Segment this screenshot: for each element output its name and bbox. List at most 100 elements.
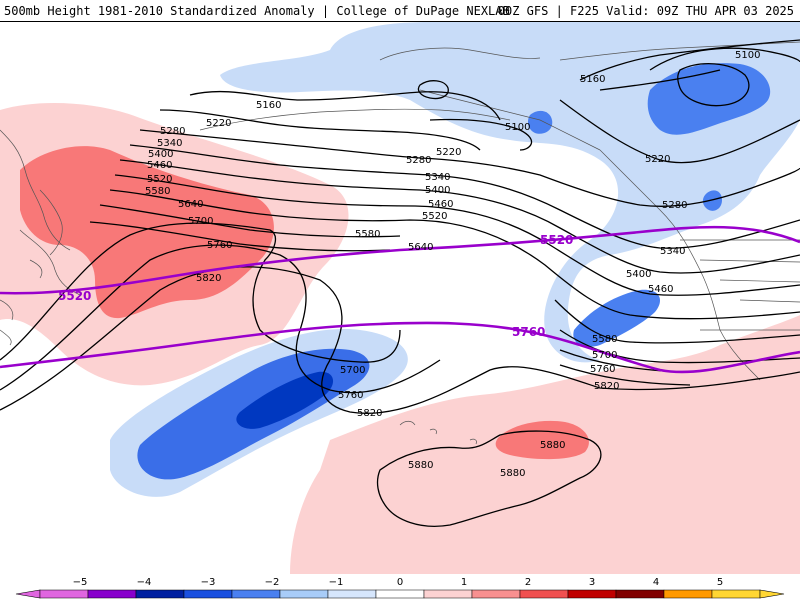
- contour-label: 5700: [340, 365, 365, 376]
- contour-5160: [189, 39, 800, 121]
- colorbar-tick-label: −5: [73, 577, 88, 588]
- contour-label: 5460: [648, 284, 673, 295]
- contour-label-layer: 5160 5160 5100 5100 5220 5220 5220 5280 …: [145, 50, 760, 479]
- japan-coast: [29, 189, 63, 279]
- contour-label: 5820: [357, 408, 382, 419]
- contour-label: 5100: [505, 122, 530, 133]
- colorbar-tick-label: 3: [589, 577, 595, 588]
- contour-label: 5280: [406, 155, 431, 166]
- contour-5520-highlight: [0, 225, 800, 295]
- contour-label: 5460: [428, 199, 453, 210]
- contour-label: 5520: [147, 174, 172, 185]
- highlight-label: 5760: [512, 325, 545, 339]
- contour-label: 5880: [408, 460, 433, 471]
- contour-label: 5760: [207, 240, 232, 251]
- colorbar-swatch: [711, 589, 761, 599]
- contour-5460: [114, 174, 800, 296]
- contour-label: 5400: [425, 185, 450, 196]
- contour-label: 5580: [592, 334, 617, 345]
- model-run-info: 00Z GFS | F225 Valid: 09Z THU APR 03 202…: [497, 4, 794, 18]
- colorbar-swatch: [327, 589, 377, 599]
- contour-5880: [376, 430, 602, 527]
- negative-anomaly-pacific-dark: [236, 371, 334, 429]
- colorbar-swatch: [519, 589, 569, 599]
- contour-label: 5880: [500, 468, 525, 479]
- contour-label: 5220: [645, 154, 670, 165]
- colorbar-tick-label: 0: [397, 577, 403, 588]
- colorbar-swatch: [39, 589, 89, 599]
- contour-label: 5280: [662, 200, 687, 211]
- colorbar-tick-label: 5: [717, 577, 723, 588]
- contour-label: 5760: [590, 364, 615, 375]
- contour-5760: [0, 244, 691, 394]
- colorbar-swatch: [183, 589, 233, 599]
- highlight-label: 5520: [540, 233, 573, 247]
- colorbar-swatch: [375, 589, 425, 599]
- contour-label: 5580: [355, 229, 380, 240]
- contour-label: 5760: [338, 390, 363, 401]
- map-title: 500mb Height 1981-2010 Standardized Anom…: [4, 4, 510, 18]
- highlight-label-layer: 5520 5520 5760: [58, 233, 573, 339]
- contour-loop-alaska: [417, 80, 449, 100]
- positive-anomaly-hawaii: [495, 420, 589, 460]
- colorbar-tick-label: −2: [265, 577, 280, 588]
- contour-label: 5400: [148, 149, 173, 160]
- contour-label: 5340: [425, 172, 450, 183]
- highlight-contours: [0, 225, 800, 374]
- anomaly-shading: [0, 22, 800, 574]
- contour-label: 5220: [206, 118, 231, 129]
- map-header: 500mb Height 1981-2010 Standardized Anom…: [0, 0, 800, 22]
- contour-label: 5820: [196, 273, 221, 284]
- contour-5280: [139, 129, 800, 207]
- contour-5220: [159, 99, 800, 164]
- us-borders: [680, 239, 800, 331]
- contour-label: 5160: [256, 100, 281, 111]
- colorbar-tick-label: −1: [329, 577, 344, 588]
- contour-5760-highlight: [0, 321, 800, 374]
- colorbar-swatch: [231, 589, 281, 599]
- contour-loop-canada: [677, 63, 750, 107]
- alaska-coast: [379, 47, 601, 151]
- contour-label: 5640: [408, 242, 433, 253]
- contour-label: 5220: [436, 147, 461, 158]
- contour-label: 5340: [157, 138, 182, 149]
- contour-label: 5580: [145, 186, 170, 197]
- contour-label: 5820: [594, 381, 619, 392]
- negative-anomaly-gulf-small: [527, 110, 553, 134]
- contour-5400: [119, 159, 800, 274]
- colorbar-svg: −5 −4 −3 −2 −1 0 1 2 3 4 5: [15, 577, 785, 599]
- coastlines: [0, 41, 800, 445]
- contour-label: 5100: [735, 50, 760, 61]
- colorbar-swatch: [663, 589, 713, 599]
- colorbar-max-arrow: [759, 589, 785, 599]
- colorbar-swatch: [471, 589, 521, 599]
- contour-label: 5640: [178, 199, 203, 210]
- colorbar-swatch: [615, 589, 665, 599]
- colorbar-min-arrow: [15, 589, 41, 599]
- contour-label: 5880: [540, 440, 565, 451]
- colorbar-swatch: [567, 589, 617, 599]
- height-contours: [0, 39, 800, 527]
- contour-label: 5520: [422, 211, 447, 222]
- highlight-label: 5520: [58, 289, 91, 303]
- colorbar-tick-label: 1: [461, 577, 467, 588]
- colorbar-swatch: [135, 589, 185, 599]
- anomaly-colorbar: −5 −4 −3 −2 −1 0 1 2 3 4 5: [0, 574, 800, 600]
- colorbar-swatch: [87, 589, 137, 599]
- colorbar-swatch: [423, 589, 473, 599]
- negative-anomaly-bc-small: [702, 190, 722, 211]
- contour-label: 5280: [160, 126, 185, 137]
- contour-5100: [429, 47, 800, 151]
- contour-label: 5700: [592, 350, 617, 361]
- contour-5820: [0, 266, 800, 414]
- aleutians: [199, 108, 511, 131]
- contour-label: 5400: [626, 269, 651, 280]
- contour-5520: [109, 189, 800, 320]
- asia-coast: [0, 129, 81, 346]
- contour-label: 5700: [188, 216, 213, 227]
- contour-label: 5340: [660, 246, 685, 257]
- colorbar-tick-label: −3: [201, 577, 216, 588]
- contour-5580: [99, 204, 800, 344]
- contour-label: 5460: [147, 160, 172, 171]
- colorbar-swatch: [279, 589, 329, 599]
